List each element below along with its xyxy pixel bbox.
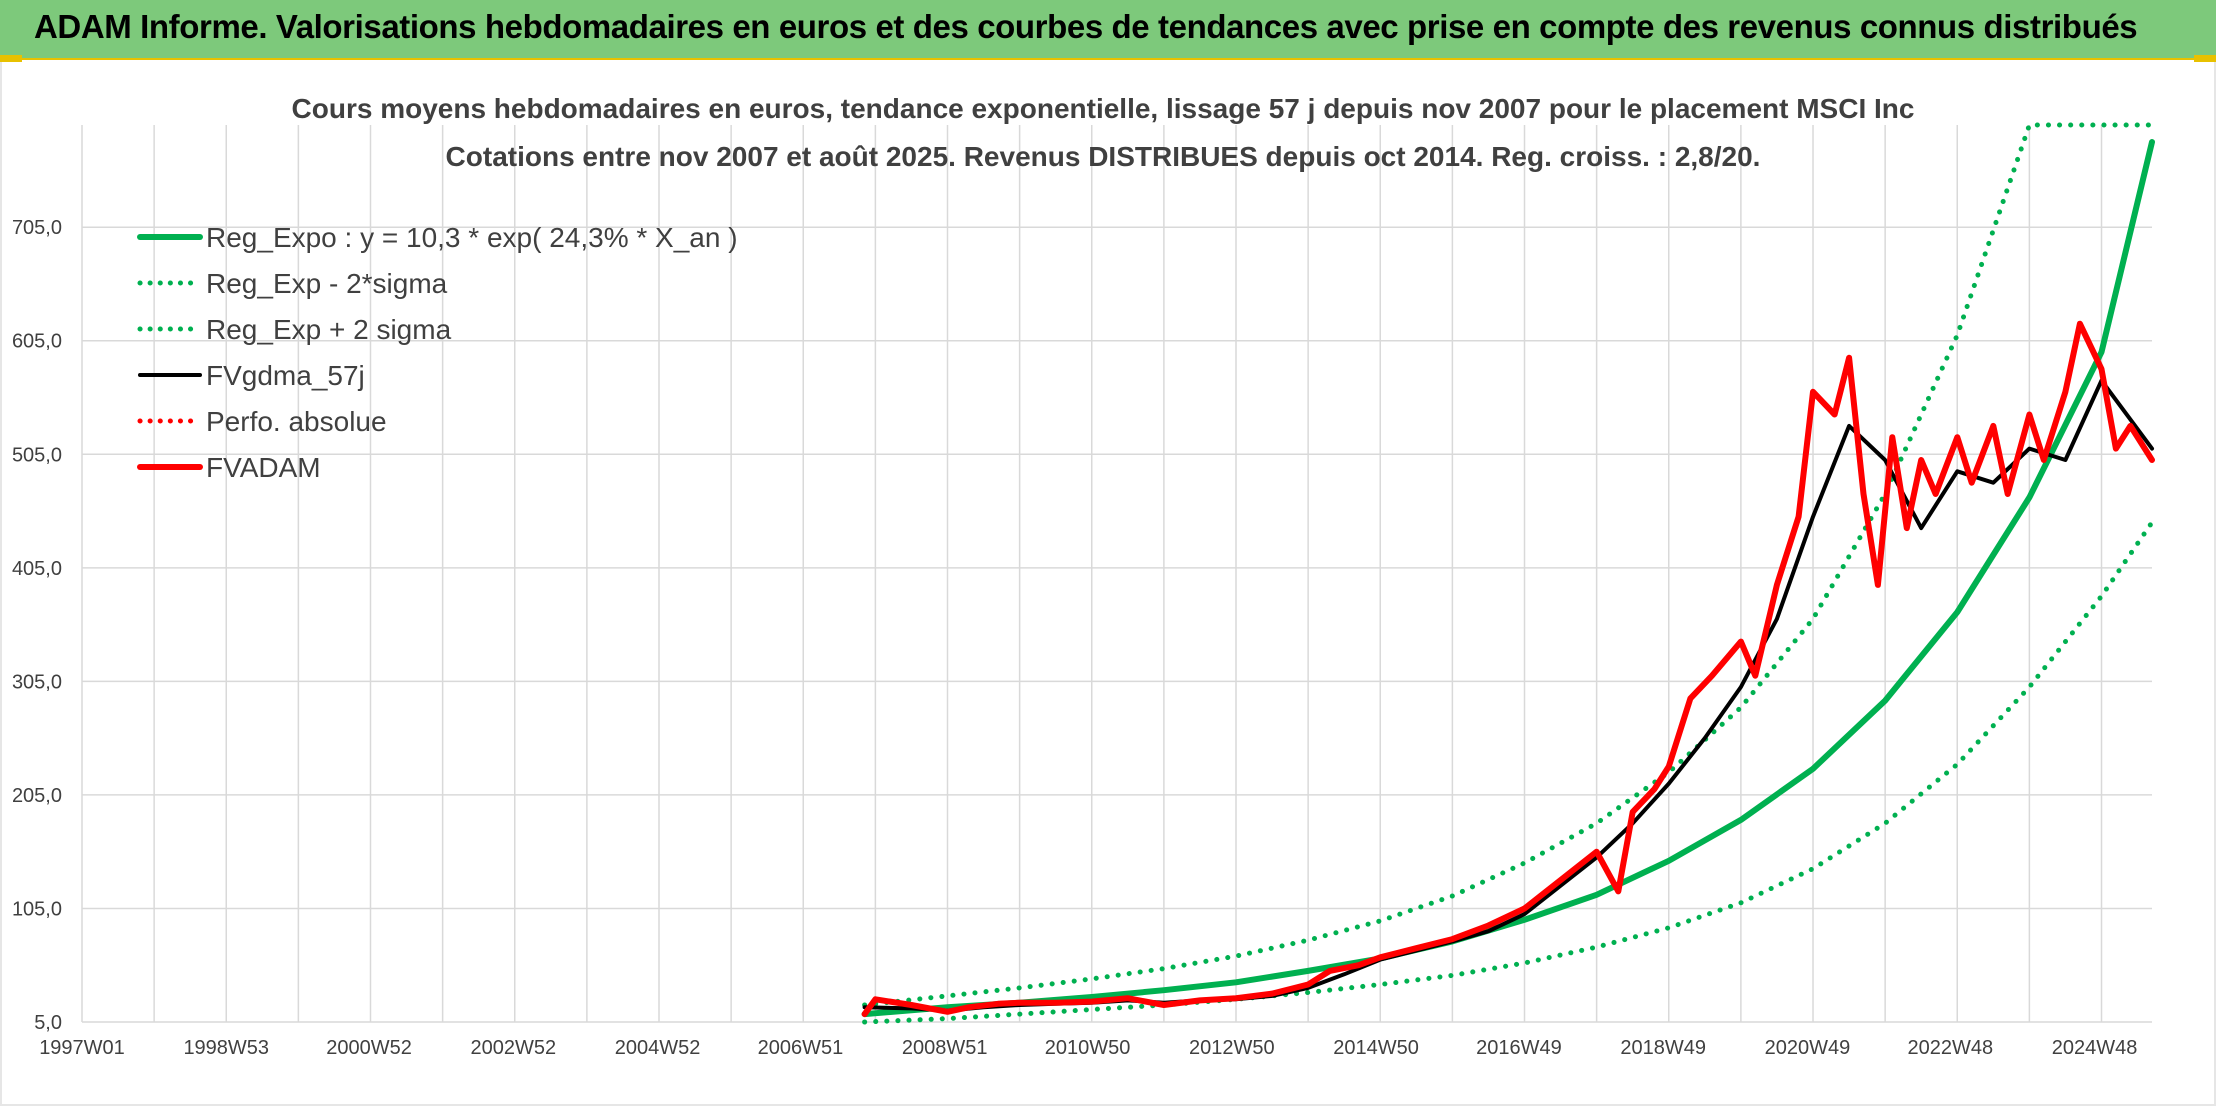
x-tick-label: 2014W50 (1333, 1037, 1419, 1059)
y-tick-label: 105,0 (12, 898, 62, 920)
series-line-5 (861, 320, 2155, 1018)
x-tick-label: 1997W01 (39, 1037, 125, 1059)
chart-subtitle: Cotations entre nov 2007 et août 2025. R… (446, 141, 1761, 172)
legend: Reg_Expo : y = 10,3 * exp( 24,3% * X_an … (137, 222, 738, 483)
x-tick-label: 2006W51 (758, 1037, 844, 1059)
y-tick-label: 605,0 (12, 331, 62, 353)
report-banner: ADAM Informe. Valorisations hebdomadaire… (0, 0, 2216, 60)
banner-title: ADAM Informe. Valorisations hebdomadaire… (34, 8, 2138, 45)
grid (81, 125, 2152, 1023)
legend-label: Reg_Expo : y = 10,3 * exp( 24,3% * X_an … (206, 222, 738, 253)
legend-label: FVgdma_57j (206, 360, 365, 391)
chart-title: Cours moyens hebdomadaires en euros, ten… (292, 93, 1915, 124)
x-tick-label: 2012W50 (1189, 1037, 1275, 1059)
legend-label: Reg_Exp - 2*sigma (206, 268, 448, 299)
x-axis-ticks: 1997W01 1998W53 2000W52 2002W52 2004W52 2006W… (39, 1037, 2137, 1059)
x-tick-label: 2000W52 (326, 1037, 412, 1059)
y-tick-label: 5,0 (34, 1012, 62, 1034)
x-tick-label: 2024W48 (2052, 1037, 2138, 1059)
y-tick-label: 205,0 (12, 785, 62, 807)
y-tick-label: 505,0 (12, 444, 62, 466)
series-line-0 (861, 139, 2155, 1018)
x-tick-label: 2016W49 (1476, 1037, 1562, 1059)
x-tick-label: 2018W49 (1620, 1037, 1706, 1059)
y-tick-label: 705,0 (12, 217, 62, 239)
x-tick-label: 2002W52 (471, 1037, 557, 1059)
y-tick-label: 405,0 (12, 558, 62, 580)
x-tick-label: 1998W53 (183, 1037, 269, 1059)
legend-label: Reg_Exp + 2 sigma (206, 314, 452, 345)
legend-label: Perfo. absolue (206, 406, 387, 437)
series-line-2 (862, 122, 2155, 1008)
corner-accent-right (2194, 55, 2216, 62)
legend-label: FVADAM (206, 452, 321, 483)
corner-accent-left (0, 55, 22, 62)
x-tick-label: 2020W49 (1765, 1037, 1851, 1059)
x-tick-label: 2004W52 (615, 1037, 701, 1059)
x-tick-label: 2022W48 (1908, 1037, 1994, 1059)
x-tick-label: 2008W51 (902, 1037, 988, 1059)
series-lines (861, 122, 2155, 1025)
series-line-1 (862, 519, 2155, 1025)
x-tick-label: 2010W50 (1045, 1037, 1131, 1059)
y-axis-ticks: 5,0 105,0 205,0 305,0 405,0 505,0 605,0 705,0 (12, 217, 62, 1034)
y-tick-label: 305,0 (12, 671, 62, 693)
